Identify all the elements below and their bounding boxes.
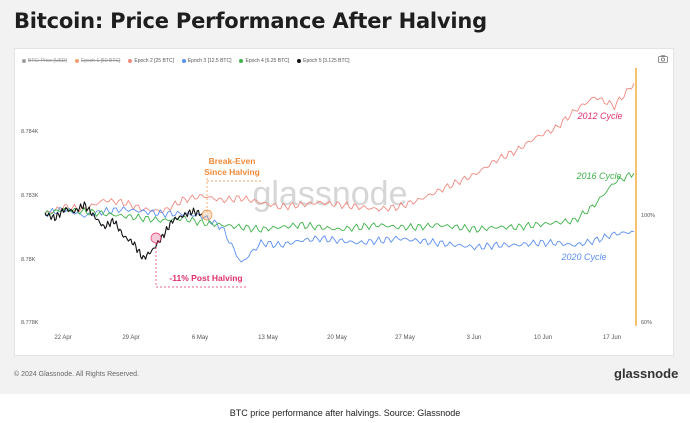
chart-plot: glassnode 22 Apr 29 Apr 6 May 13 May 20 May 2… <box>21 68 655 341</box>
x-tick-label: 13 May <box>258 335 278 341</box>
copyright-text: © 2024 Glassnode. All Rights Reserved. <box>14 371 140 378</box>
legend-item-4[interactable]: Epoch 4 [6.25 BTC] <box>239 56 289 66</box>
legend-item-3[interactable]: Epoch 3 [12.5 BTC] <box>181 56 232 66</box>
y-tick-label-left: 8.778K <box>21 320 39 326</box>
legend-label-0: BTC: Price [USD] <box>28 58 67 64</box>
y-tick-label-left: 8.784K <box>21 129 39 135</box>
legend-dot-5 <box>297 59 302 63</box>
break-even-marker <box>201 209 213 221</box>
legend-dot-0 <box>22 59 26 63</box>
y-axis-left: 8.784K 8.783K 8.78K 8.778K <box>21 129 39 326</box>
post-halving-marker <box>150 232 162 244</box>
figure-caption: BTC price performance after halvings. So… <box>229 408 461 418</box>
legend-item-5[interactable]: Epoch 5 [3.125 BTC] <box>297 56 350 66</box>
x-tick-label: 6 May <box>192 335 208 341</box>
annotation-break-even: Break-Even <box>209 156 256 166</box>
annotation-post-halving: -11% Post Halving <box>169 273 242 283</box>
legend-dot-4 <box>239 59 244 63</box>
series-labels: 2012 Cycle 2016 Cycle 2020 Cycle <box>560 111 622 262</box>
annotation-layer: Break-Even Since Halving -11% Post Halvi… <box>150 156 262 288</box>
chart-card: Bitcoin: Price Performance After Halving… <box>0 0 690 394</box>
legend-item-0[interactable]: BTC: Price [USD] <box>22 56 67 66</box>
series-label-0: 2012 Cycle <box>576 111 622 121</box>
legend-label-1: Epoch 1 [50 BTC] <box>80 58 121 64</box>
y-tick-label-right: 60% <box>641 320 652 326</box>
legend-label-2: Epoch 2 [25 BTC] <box>134 58 174 64</box>
annotation-since-halving: Since Halving <box>204 167 260 177</box>
y-axis-right: 100% 60% <box>641 213 655 326</box>
legend-label-5: Epoch 5 [3.125 BTC] <box>303 58 350 64</box>
x-tick-label: 10 Jun <box>534 335 552 341</box>
legend-dot-1 <box>74 59 79 63</box>
x-tick-label: 22 Apr <box>54 335 71 341</box>
series-label-1: 2016 Cycle <box>575 171 621 181</box>
legend-dot-2 <box>128 59 133 63</box>
series-layer <box>44 83 635 263</box>
series-line-3 <box>44 201 203 260</box>
series-line-0 <box>44 83 635 215</box>
legend-item-1[interactable]: Epoch 1 [50 BTC] <box>74 56 121 66</box>
x-tick-label: 20 May <box>327 335 347 341</box>
x-tick-label: 3 Jun <box>467 335 482 341</box>
legend-label-3: Epoch 3 [12.5 BTC] <box>187 58 232 64</box>
chart-legend: BTC: Price [USD] Epoch 1 [50 BTC] Epoch … <box>22 56 350 66</box>
legend-label-4: Epoch 4 [6.25 BTC] <box>245 58 290 64</box>
camera-icon[interactable] <box>658 55 668 63</box>
x-tick-label: 29 Apr <box>122 335 139 341</box>
x-tick-label: 17 Jun <box>603 335 621 341</box>
x-axis: 22 Apr 29 Apr 6 May 13 May 20 May 27 May 3 Jun… <box>54 335 621 341</box>
legend-item-2[interactable]: Epoch 2 [25 BTC] <box>128 56 174 66</box>
x-tick-label: 27 May <box>395 335 415 341</box>
series-line-2 <box>44 172 635 233</box>
y-tick-label-right: 100% <box>641 213 655 219</box>
brand-logo: glassnode <box>614 366 679 381</box>
series-line-1 <box>44 206 635 263</box>
watermark: glassnode <box>252 175 407 213</box>
page-title: Bitcoin: Price Performance After Halving <box>14 9 487 33</box>
chart-panel <box>14 48 674 356</box>
y-tick-label-left: 8.783K <box>21 193 39 199</box>
series-label-2: 2020 Cycle <box>560 252 606 262</box>
y-tick-label-left: 8.78K <box>21 257 36 263</box>
legend-dot-3 <box>181 59 186 63</box>
